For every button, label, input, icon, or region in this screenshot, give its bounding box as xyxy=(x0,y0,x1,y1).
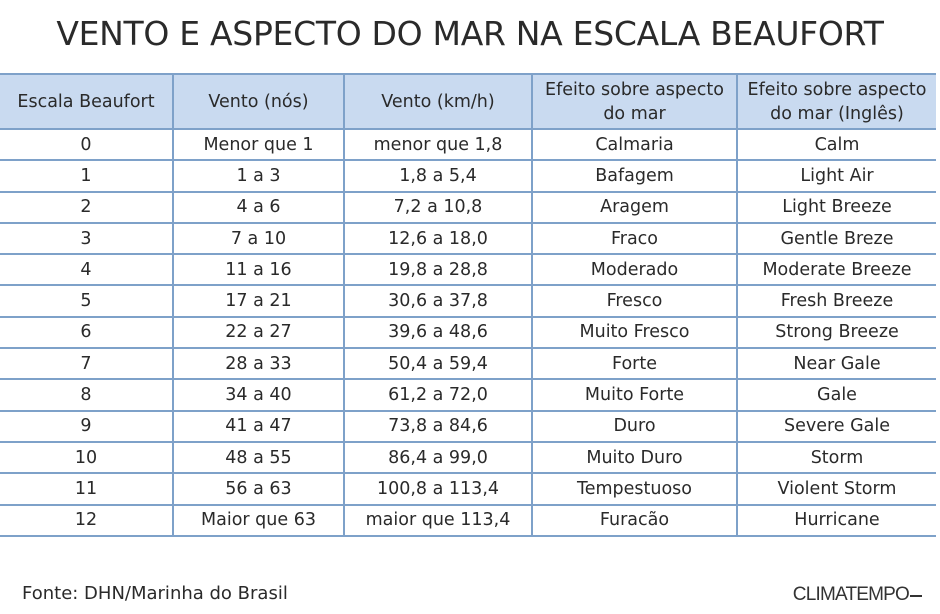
cell-escala: 0 xyxy=(0,127,174,162)
cell-efeito-mar: Muito Fresco xyxy=(531,315,738,350)
cell-vento-nos: 4 a 6 xyxy=(172,190,345,224)
cell-efeito-mar: Calmaria xyxy=(531,127,738,162)
table-row: 6 22 a 27 39,6 a 48,6 Muito Fresco Strong Br… xyxy=(0,315,936,350)
cell-vento-kmh: menor que 1,8 xyxy=(343,127,533,162)
table-row: 4 11 a 16 19,8 a 28,8 Moderado Moderate Bree… xyxy=(0,253,936,287)
header-vento-kmh: Vento (km/h) xyxy=(343,73,533,130)
table-row: 5 17 a 21 30,6 a 37,8 Fresco Fresh Breeze xyxy=(0,284,936,318)
table-row: 0 Menor que 1 menor que 1,8 Calmaria Calm xyxy=(0,127,936,162)
table-row: 10 48 a 55 86,4 a 99,0 Muito Duro Storm xyxy=(0,440,936,475)
cell-escala: 5 xyxy=(0,284,174,318)
header-vento-nos: Vento (nós) xyxy=(172,73,345,130)
table-row: 8 34 a 40 61,2 a 72,0 Muito Forte Gale xyxy=(0,378,936,412)
cell-vento-kmh: 100,8 a 113,4 xyxy=(343,472,533,506)
cell-vento-nos: 56 a 63 xyxy=(172,472,345,506)
table-body: 0 Menor que 1 menor que 1,8 Calmaria Calm 1 1 … xyxy=(0,127,936,537)
table-row: 12 Maior que 63 maior que 113,4 Furacão Hurr… xyxy=(0,503,936,537)
cell-vento-kmh: 7,2 a 10,8 xyxy=(343,190,533,224)
cell-vento-kmh: 86,4 a 99,0 xyxy=(343,440,533,475)
cell-escala: 8 xyxy=(0,378,174,412)
cell-escala: 4 xyxy=(0,253,174,287)
beaufort-table: Escala Beaufort Vento (nós) Vento (km/h)… xyxy=(0,73,936,537)
header-row: Escala Beaufort Vento (nós) Vento (km/h)… xyxy=(0,73,936,130)
cell-escala: 1 xyxy=(0,159,174,193)
cell-efeito-mar: Moderado xyxy=(531,253,738,287)
cell-efeito-mar-ingles: Hurricane xyxy=(736,503,936,537)
cell-vento-kmh: maior que 113,4 xyxy=(343,503,533,537)
cell-efeito-mar-ingles: Fresh Breeze xyxy=(736,284,936,318)
cell-vento-kmh: 30,6 a 37,8 xyxy=(343,284,533,318)
cell-vento-kmh: 50,4 a 59,4 xyxy=(343,347,533,381)
cell-efeito-mar: Muito Forte xyxy=(531,378,738,412)
cell-efeito-mar: Muito Duro xyxy=(531,440,738,475)
cell-vento-nos: 34 a 40 xyxy=(172,378,345,412)
cell-efeito-mar: Fraco xyxy=(531,221,738,256)
cell-vento-nos: Menor que 1 xyxy=(172,127,345,162)
source-note: Fonte: DHN/Marinha do Brasil xyxy=(22,583,288,604)
cell-efeito-mar-ingles: Violent Storm xyxy=(736,472,936,506)
page-title: VENTO E ASPECTO DO MAR NA ESCALA BEAUFOR… xyxy=(56,14,884,53)
cell-efeito-mar: Fresco xyxy=(531,284,738,318)
cell-vento-nos: 11 a 16 xyxy=(172,253,345,287)
cell-efeito-mar-ingles: Light Breeze xyxy=(736,190,936,224)
table-row: 9 41 a 47 73,8 a 84,6 Duro Severe Gale xyxy=(0,409,936,443)
cell-escala: 9 xyxy=(0,409,174,443)
cell-efeito-mar-ingles: Gentle Breze xyxy=(736,221,936,256)
cell-efeito-mar-ingles: Near Gale xyxy=(736,347,936,381)
cell-escala: 12 xyxy=(0,503,174,537)
cell-escala: 10 xyxy=(0,440,174,475)
cell-vento-nos: 17 a 21 xyxy=(172,284,345,318)
brand-name: CLIMATEMPO xyxy=(792,584,910,605)
cell-vento-kmh: 19,8 a 28,8 xyxy=(343,253,533,287)
cell-escala: 11 xyxy=(0,472,174,506)
header-efeito-mar-ingles: Efeito sobre aspecto do mar (Inglês) xyxy=(736,73,936,130)
cell-efeito-mar-ingles: Severe Gale xyxy=(736,409,936,443)
header-escala-beaufort: Escala Beaufort xyxy=(0,73,174,130)
cell-efeito-mar-ingles: Moderate Breeze xyxy=(736,253,936,287)
cell-vento-kmh: 61,2 a 72,0 xyxy=(343,378,533,412)
table-header: Escala Beaufort Vento (nós) Vento (km/h)… xyxy=(0,73,936,130)
brand-arrow-icon xyxy=(910,595,922,597)
header-efeito-mar: Efeito sobre aspecto do mar xyxy=(531,73,738,130)
cell-efeito-mar-ingles: Gale xyxy=(736,378,936,412)
cell-escala: 6 xyxy=(0,315,174,350)
cell-escala: 2 xyxy=(0,190,174,224)
cell-escala: 7 xyxy=(0,347,174,381)
cell-efeito-mar: Forte xyxy=(531,347,738,381)
cell-efeito-mar: Aragem xyxy=(531,190,738,224)
cell-vento-nos: 1 a 3 xyxy=(172,159,345,193)
cell-efeito-mar-ingles: Strong Breeze xyxy=(736,315,936,350)
cell-efeito-mar: Bafagem xyxy=(531,159,738,193)
cell-vento-kmh: 12,6 a 18,0 xyxy=(343,221,533,256)
cell-efeito-mar-ingles: Light Air xyxy=(736,159,936,193)
cell-vento-kmh: 39,6 a 48,6 xyxy=(343,315,533,350)
cell-vento-kmh: 1,8 a 5,4 xyxy=(343,159,533,193)
cell-vento-nos: 41 a 47 xyxy=(172,409,345,443)
cell-vento-nos: 28 a 33 xyxy=(172,347,345,381)
table-row: 11 56 a 63 100,8 a 113,4 Tempestuoso Violent… xyxy=(0,472,936,506)
cell-escala: 3 xyxy=(0,221,174,256)
cell-vento-nos: 7 a 10 xyxy=(172,221,345,256)
cell-efeito-mar: Furacão xyxy=(531,503,738,537)
brand-logo: CLIMATEMPO xyxy=(793,584,922,606)
cell-vento-kmh: 73,8 a 84,6 xyxy=(343,409,533,443)
cell-vento-nos: Maior que 63 xyxy=(172,503,345,537)
cell-vento-nos: 48 a 55 xyxy=(172,440,345,475)
table-row: 7 28 a 33 50,4 a 59,4 Forte Near Gale xyxy=(0,347,936,381)
cell-efeito-mar-ingles: Calm xyxy=(736,127,936,162)
cell-efeito-mar: Tempestuoso xyxy=(531,472,738,506)
cell-efeito-mar-ingles: Storm xyxy=(736,440,936,475)
cell-efeito-mar: Duro xyxy=(531,409,738,443)
cell-vento-nos: 22 a 27 xyxy=(172,315,345,350)
